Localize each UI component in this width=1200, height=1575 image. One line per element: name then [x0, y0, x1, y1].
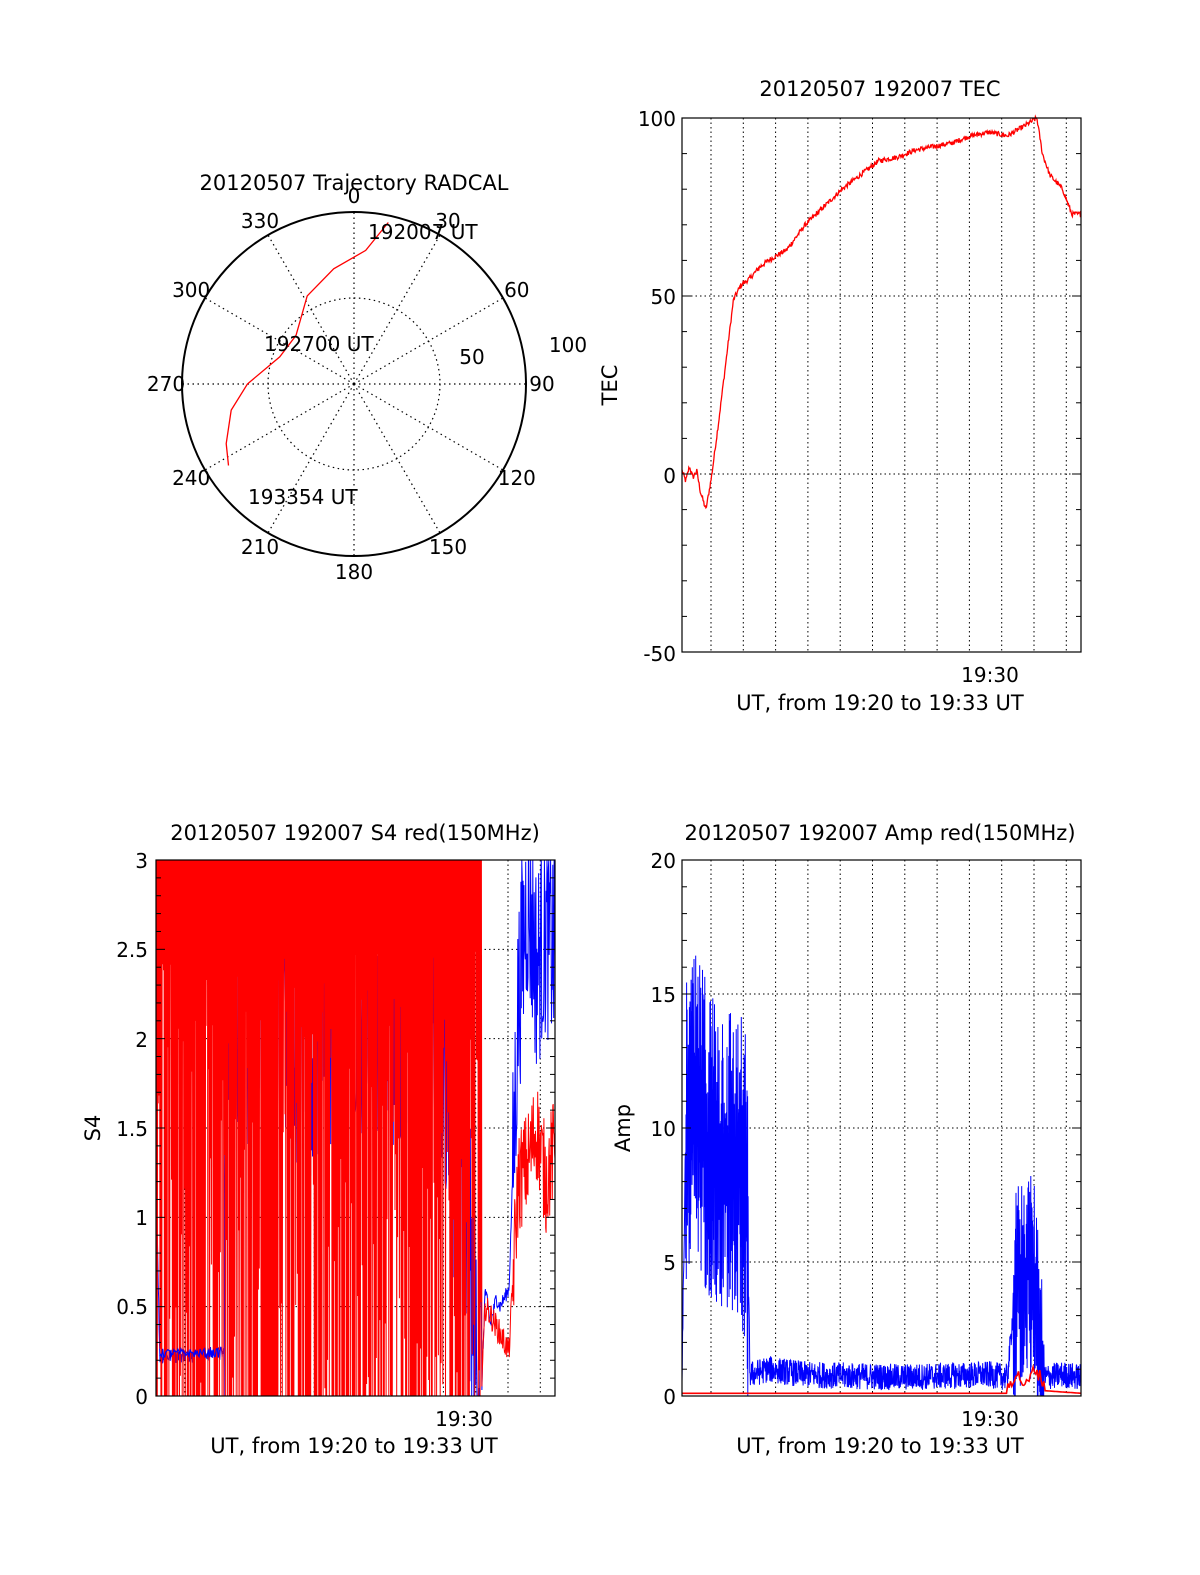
s4-ytick-3: 3 [135, 849, 148, 873]
s4-blue-baseline-segment [159, 1346, 221, 1359]
tec-minor-ticks [682, 117, 1081, 653]
tec-xlabel: UT, from 19:20 to 19:33 UT [736, 691, 1024, 715]
s4-ytick-0-5: 0.5 [116, 1295, 148, 1319]
polar-radius-label-100: 100 [549, 333, 587, 357]
s4-panel: 20120507 192007 S4 red(150MHz) 3 2.5 2 1… [81, 821, 556, 1458]
tec-xtick-1930: 19:30 [961, 663, 1019, 687]
tec-grid [682, 118, 1081, 652]
tec-panel: 20120507 192007 TEC 100 50 0 -50 TEC 19:… [598, 77, 1082, 715]
polar-azimuth-label-330: 330 [241, 209, 279, 233]
polar-spoke-300 [204, 297, 355, 385]
polar-azimuth-label-0: 0 [348, 184, 361, 208]
polar-spoke-60 [353, 297, 504, 385]
s4-ylabel: S4 [81, 1115, 105, 1142]
polar-panel: 20120507 Trajectory RADCAL 0 30 60 90 120 150… [147, 171, 587, 584]
polar-labels: 0 30 60 90 120 150 180 210 240 270 300 330 [147, 184, 555, 584]
s4-data [155, 859, 556, 1397]
tec-title: 20120507 192007 TEC [759, 77, 1000, 101]
trajectory-line [225, 222, 389, 466]
polar-azimuth-label-120: 120 [498, 466, 536, 490]
s4-xlabel: UT, from 19:20 to 19:33 UT [210, 1434, 498, 1458]
polar-spoke-30 [353, 234, 441, 385]
polar-azimuth-label-180: 180 [335, 560, 373, 584]
polar-spoke-210 [267, 383, 355, 534]
polar-azimuth-label-60: 60 [504, 278, 529, 302]
s4-title: 20120507 192007 S4 red(150MHz) [170, 821, 540, 845]
amp-title: 20120507 192007 Amp red(150MHz) [684, 821, 1075, 845]
s4-minor-ticks [156, 859, 555, 1397]
trajectory-start-label: 192007 UT [368, 220, 478, 244]
polar-azimuth-label-150: 150 [429, 535, 467, 559]
amp-ytick-0: 0 [663, 1385, 676, 1409]
polar-azimuth-label-30: 30 [435, 209, 460, 233]
polar-azimuth-label-270: 270 [147, 372, 185, 396]
tec-series-line [681, 114, 1082, 510]
tec-ytick-100: 100 [638, 107, 676, 131]
trajectory-mid-label: 192700 UT [264, 332, 374, 356]
amp-minor-ticks [682, 859, 1081, 1397]
amp-ytick-15: 15 [651, 983, 676, 1007]
polar-spoke-120 [353, 383, 504, 471]
amp-ytick-20: 20 [651, 849, 676, 873]
tec-ytick-0: 0 [663, 464, 676, 488]
s4-red-series-line [155, 859, 556, 1397]
polar-grid [182, 212, 526, 556]
amp-red-series-line [682, 1364, 1082, 1395]
amp-ytick-5: 5 [663, 1251, 676, 1275]
amp-ylabel: Amp [611, 1104, 635, 1152]
s4-ytick-1-5: 1.5 [116, 1117, 148, 1141]
tec-ytick-50: 50 [651, 285, 676, 309]
s4-ytick-2: 2 [135, 1028, 148, 1052]
amp-blue-series-line [681, 955, 1082, 1397]
amp-panel: 20120507 192007 Amp red(150MHz) 20 15 10… [611, 821, 1082, 1458]
polar-spoke-330 [267, 234, 355, 385]
amp-xlabel: UT, from 19:20 to 19:33 UT [736, 1434, 1024, 1458]
amp-data [681, 955, 1082, 1397]
polar-spoke-240 [204, 383, 355, 471]
s4-ytick-2-5: 2.5 [116, 938, 148, 962]
s4-ytick-0: 0 [135, 1385, 148, 1409]
polar-azimuth-label-240: 240 [172, 466, 210, 490]
amp-grid [682, 860, 1081, 1396]
polar-azimuth-label-210: 210 [241, 535, 279, 559]
trajectory-end-label: 193354 UT [248, 485, 358, 509]
polar-outer-ring [181, 211, 527, 557]
s4-xtick-1930: 19:30 [435, 1407, 493, 1431]
polar-radius-label-50: 50 [459, 345, 484, 369]
polar-spoke-150 [353, 383, 441, 534]
amp-ytick-10: 10 [651, 1117, 676, 1141]
tec-ytick-minus50: -50 [643, 642, 676, 666]
polar-title: 20120507 Trajectory RADCAL [200, 171, 509, 195]
polar-azimuth-label-90: 90 [529, 372, 554, 396]
polar-azimuth-label-300: 300 [172, 278, 210, 302]
tec-ylabel: TEC [598, 365, 622, 407]
s4-ytick-1: 1 [135, 1206, 148, 1230]
tec-plot-frame [681, 117, 1082, 653]
amp-xtick-1930: 19:30 [961, 1407, 1019, 1431]
